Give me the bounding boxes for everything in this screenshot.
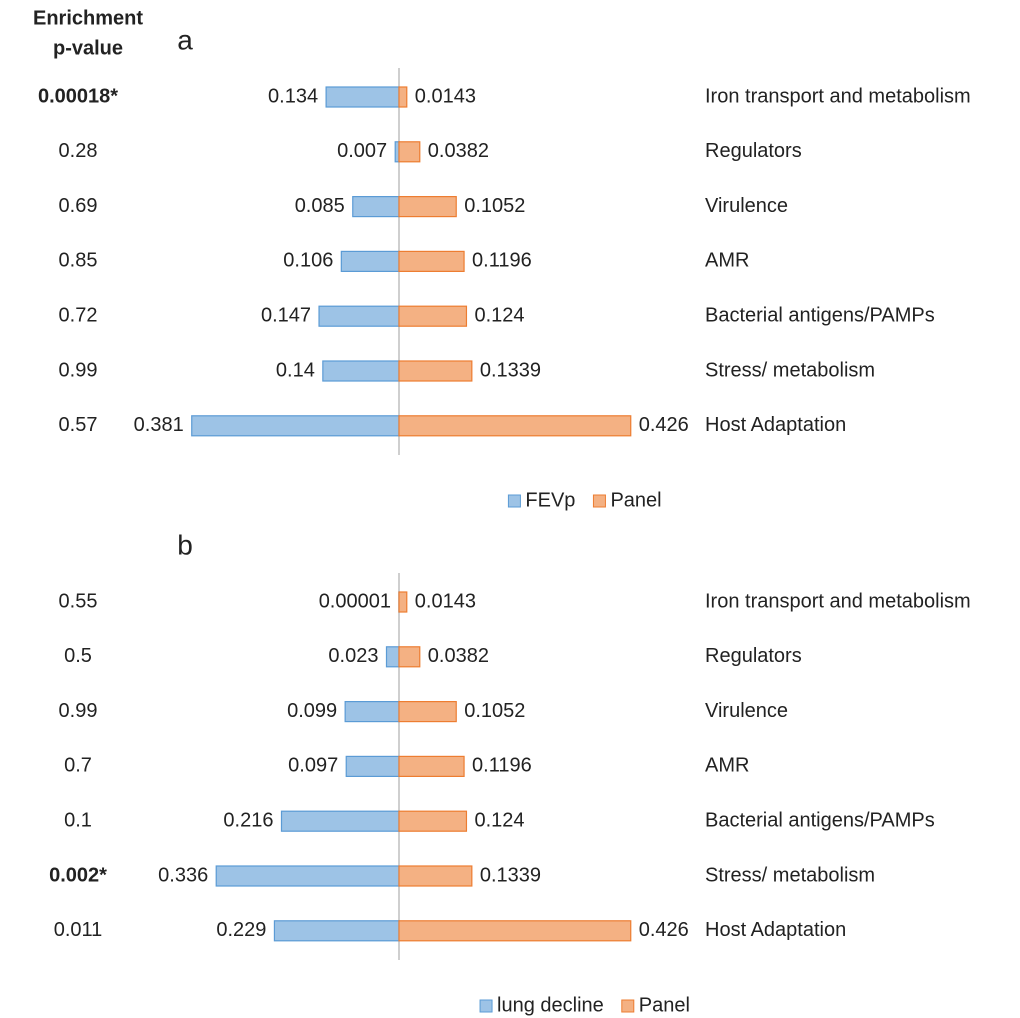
category-label: Iron transport and metabolism [705, 85, 971, 107]
bar [340, 250, 400, 272]
bar [385, 646, 400, 668]
p-value: 0.5 [64, 645, 92, 667]
value-label: 0.426 [639, 919, 689, 941]
legend-label: FEVp [525, 489, 575, 511]
bar [322, 360, 400, 382]
bar [398, 646, 421, 668]
value-label: 0.1339 [480, 864, 541, 886]
value-label: 0.216 [223, 809, 273, 831]
value-label: 0.336 [158, 864, 208, 886]
legend-swatch [507, 494, 521, 508]
bar [398, 250, 465, 272]
p-value: 0.69 [59, 195, 98, 217]
category-label: Iron transport and metabolism [705, 590, 971, 612]
category-label: Virulence [705, 195, 788, 217]
header-line: Enrichment [33, 7, 143, 29]
p-value: 0.72 [59, 304, 98, 326]
bar [344, 700, 400, 723]
p-value: 0.55 [59, 590, 98, 612]
bar [280, 810, 400, 832]
category-label: Regulators [705, 645, 802, 667]
value-label: 0.147 [261, 304, 311, 326]
value-label: 0.0143 [415, 590, 476, 612]
category-label: Stress/ metabolism [705, 864, 875, 886]
bar [398, 305, 468, 327]
p-value: 0.00018* [38, 85, 118, 107]
value-label: 0.106 [283, 250, 333, 272]
category-label: Regulators [705, 140, 802, 162]
p-value: 0.011 [54, 919, 103, 941]
bar [345, 755, 400, 778]
category-label: Bacterial antigens/PAMPs [705, 809, 935, 831]
value-label: 0.1339 [480, 359, 541, 381]
value-label: 0.0382 [428, 645, 489, 667]
bar [398, 755, 465, 778]
bar [191, 415, 400, 437]
value-label: 0.134 [268, 85, 318, 107]
panel-title: a [177, 24, 193, 55]
legend-swatch [621, 999, 635, 1013]
p-value: 0.7 [64, 755, 92, 777]
value-label: 0.0382 [428, 140, 489, 162]
p-value: 0.1 [64, 809, 92, 831]
legend-label: Panel [639, 994, 690, 1016]
bar [398, 810, 468, 832]
value-label: 0.1196 [472, 755, 532, 777]
header-line: p-value [53, 37, 123, 59]
value-label: 0.426 [639, 414, 689, 436]
category-label: Virulence [705, 700, 788, 722]
value-label: 0.085 [295, 195, 345, 217]
p-value: 0.85 [59, 250, 98, 272]
p-value: 0.99 [59, 359, 98, 381]
value-label: 0.007 [337, 140, 387, 162]
p-value: 0.57 [59, 414, 98, 436]
category-label: Host Adaptation [705, 919, 846, 941]
category-label: Stress/ metabolism [705, 359, 875, 381]
value-label: 0.124 [474, 304, 524, 326]
value-label: 0.023 [328, 645, 378, 667]
value-label: 0.097 [288, 755, 338, 777]
bar [398, 865, 473, 887]
bar [273, 920, 400, 942]
value-label: 0.0143 [415, 85, 476, 107]
bar [398, 196, 457, 218]
category-label: AMR [705, 755, 749, 777]
legend-swatch [479, 999, 493, 1013]
bar [398, 591, 408, 613]
category-label: AMR [705, 250, 749, 272]
value-label: 0.381 [134, 414, 184, 436]
legend-label: Panel [610, 489, 661, 511]
bar [398, 415, 632, 437]
category-label: Bacterial antigens/PAMPs [705, 304, 935, 326]
bar [318, 305, 400, 327]
bar [398, 700, 457, 723]
value-label: 0.1196 [472, 250, 532, 272]
bar [352, 196, 400, 218]
p-value: 0.002* [49, 864, 107, 886]
value-label: 0.14 [276, 359, 315, 381]
value-label: 0.1052 [464, 700, 525, 722]
legend-label: lung decline [497, 994, 604, 1016]
bar [398, 360, 473, 382]
bar [398, 920, 632, 942]
bar [325, 86, 400, 108]
category-label: Host Adaptation [705, 414, 846, 436]
value-label: 0.099 [287, 700, 337, 722]
bar [398, 141, 421, 163]
bar [215, 865, 400, 887]
value-label: 0.1052 [464, 195, 525, 217]
panel-title: b [177, 529, 193, 560]
value-label: 0.124 [474, 809, 524, 831]
p-value: 0.99 [59, 700, 98, 722]
bar [398, 86, 408, 108]
legend-swatch [592, 494, 606, 508]
p-value: 0.28 [59, 140, 98, 162]
value-label: 0.229 [216, 919, 266, 941]
value-label: 0.00001 [319, 590, 391, 612]
